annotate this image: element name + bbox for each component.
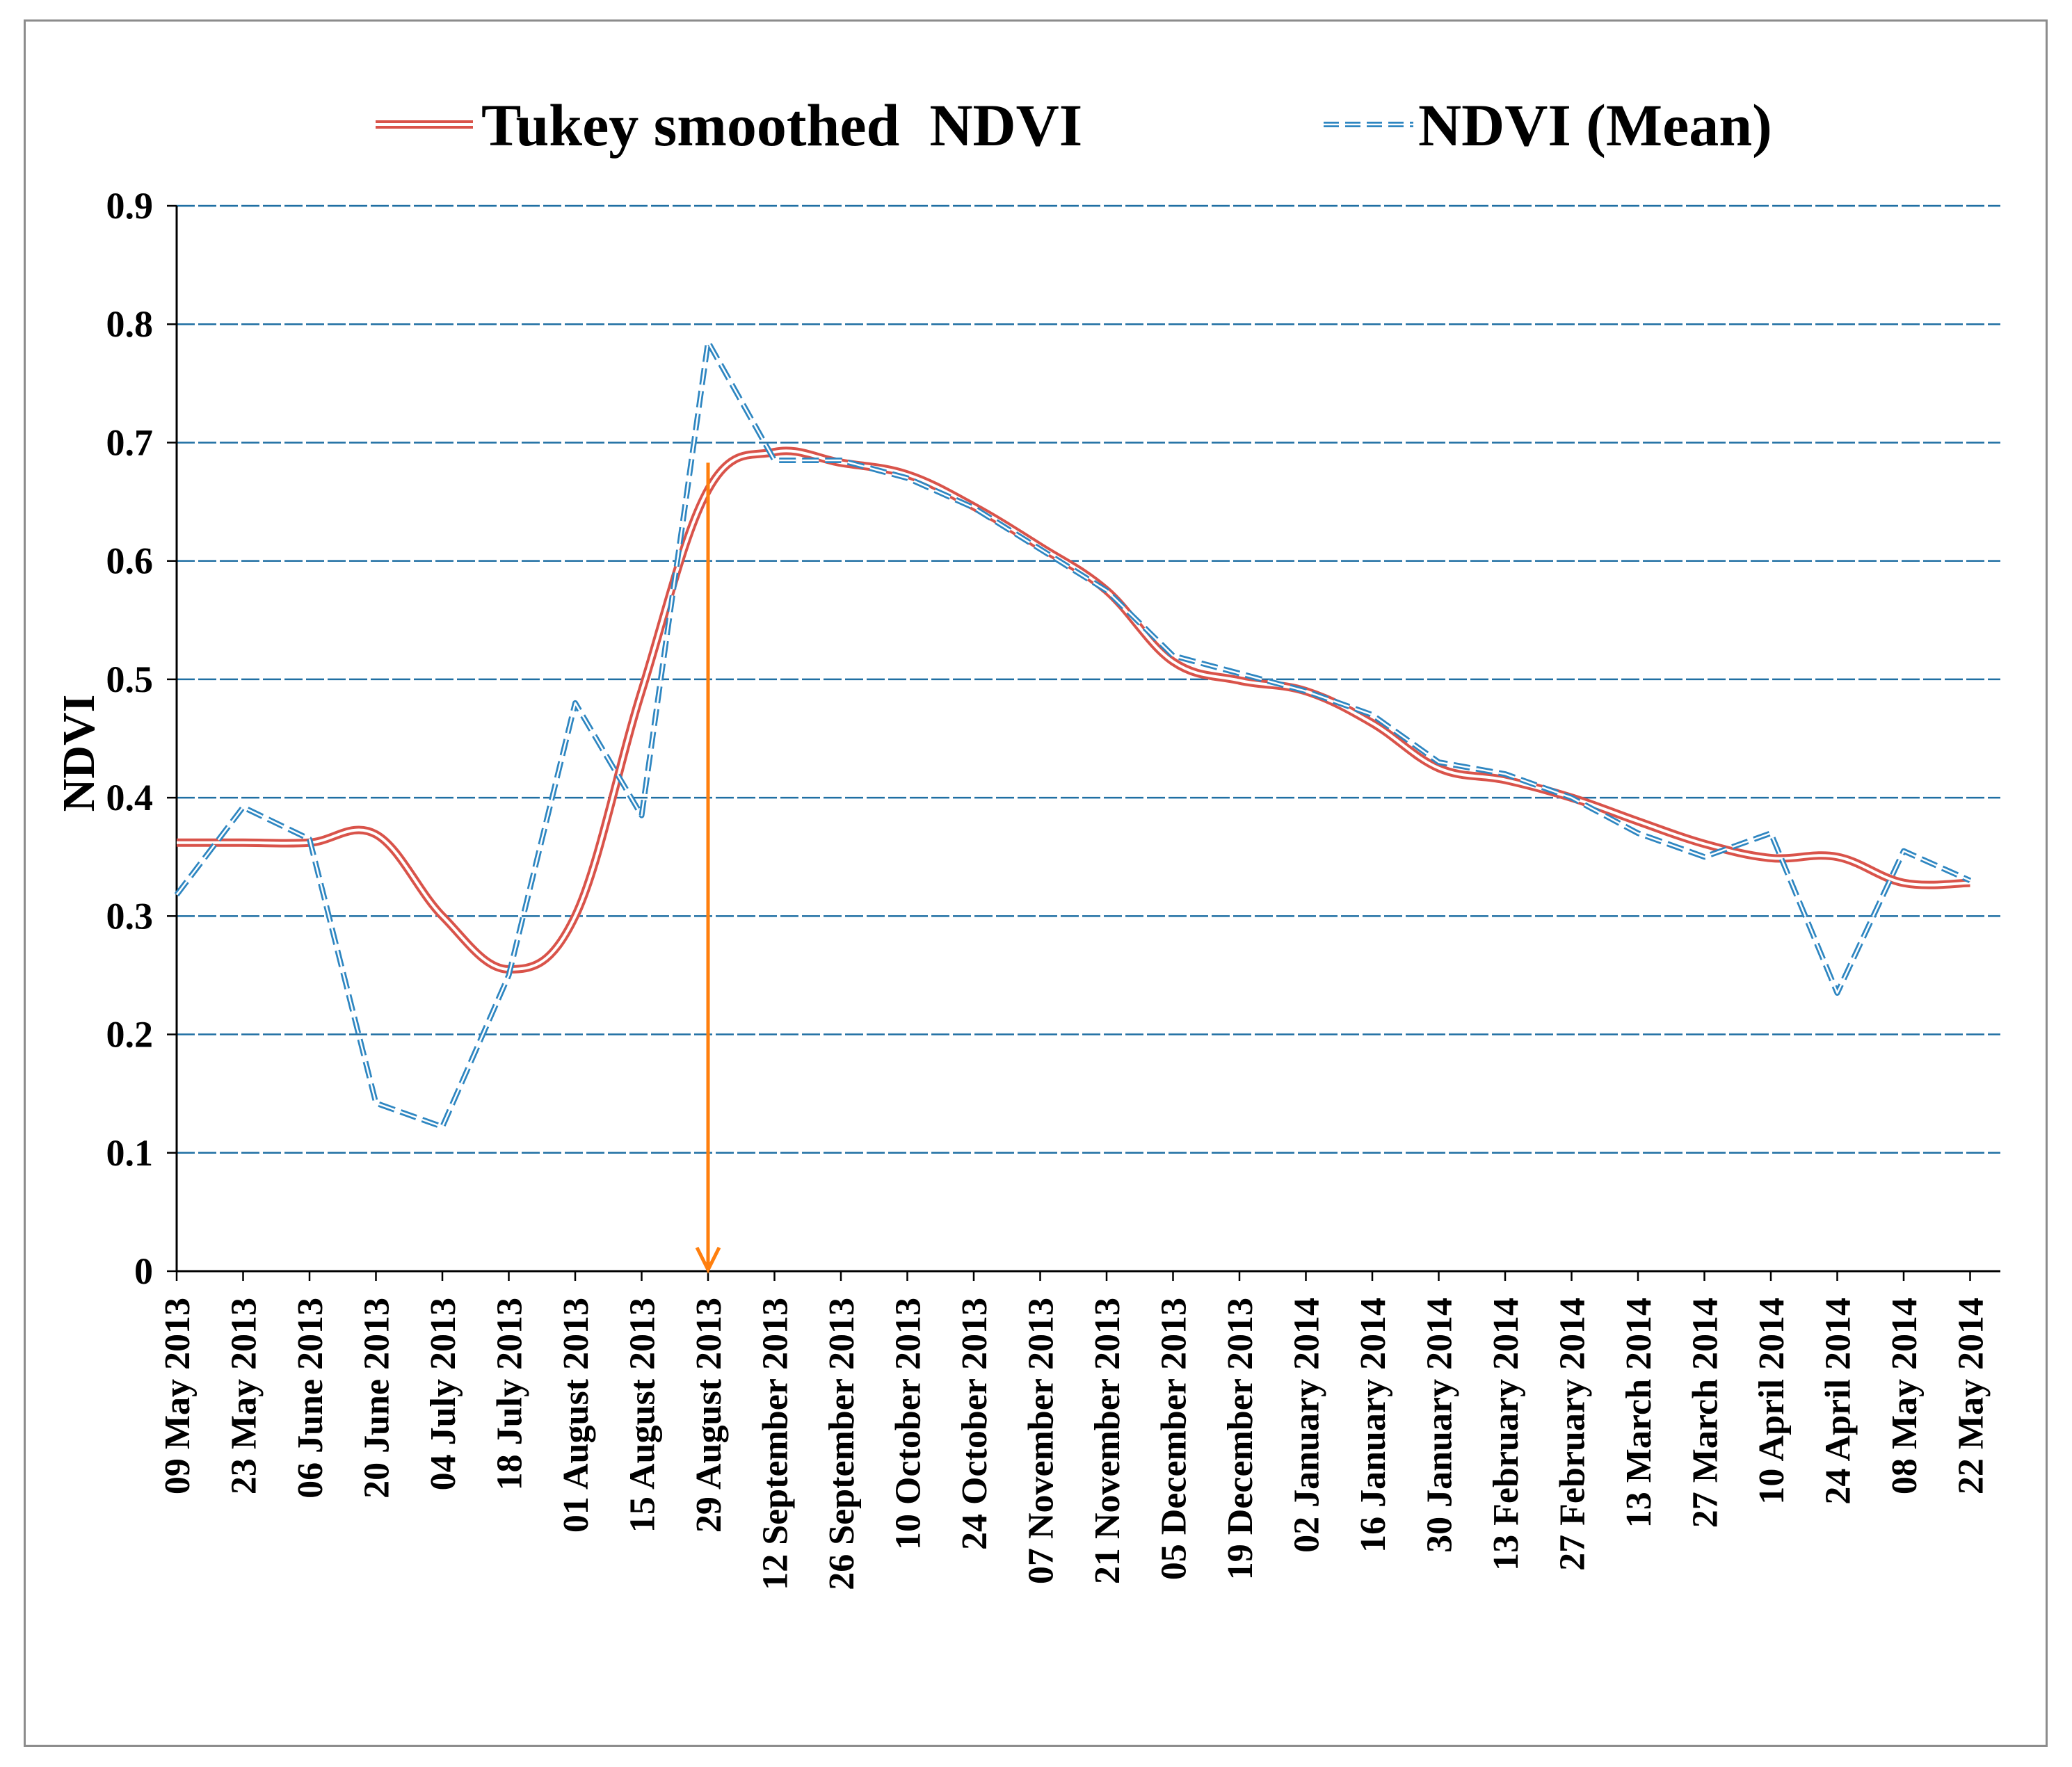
peak-arrow <box>695 462 721 1274</box>
mean-line-inner <box>176 341 1971 1128</box>
y-axis-label: NDVI <box>54 695 104 812</box>
y-tick-label-8: 0.8 <box>106 303 154 345</box>
x-tick-label-12: 24 October 2013 <box>955 1298 995 1550</box>
ndvi-line-chart: Tukey smoothed NDVI NDVI (Mean) NDVI 0 0.… <box>54 92 2000 1590</box>
x-tick-label-26: 08 May 2014 <box>1885 1298 1925 1494</box>
x-tick-label-1: 23 May 2013 <box>225 1298 264 1494</box>
x-tick-label-4: 04 July 2013 <box>424 1298 463 1490</box>
x-tick-label-8: 29 August 2013 <box>689 1298 729 1533</box>
legend-item-tukey: Tukey smoothed NDVI <box>376 92 1082 159</box>
series-ndvi-mean <box>174 339 1972 1130</box>
x-tick-label-5: 18 July 2013 <box>490 1298 530 1490</box>
x-tick-label-7: 15 August 2013 <box>623 1298 663 1533</box>
x-tick-label-11: 10 October 2013 <box>889 1298 929 1550</box>
x-tick-label-22: 13 March 2014 <box>1619 1298 1659 1528</box>
y-tick-label-7: 0.7 <box>106 421 154 463</box>
x-tick-label-0: 09 May 2013 <box>158 1298 198 1494</box>
chart-frame: Tukey smoothed NDVI NDVI (Mean) NDVI 0 0.… <box>24 19 2048 1747</box>
mean-line-outer <box>174 339 1972 1130</box>
y-tick-label-0: 0 <box>134 1250 153 1292</box>
x-tick-label-17: 02 January 2014 <box>1287 1298 1327 1553</box>
y-tick-label-9: 0.9 <box>106 185 154 227</box>
y-tick-label-6: 0.6 <box>106 540 154 582</box>
x-tick-label-24: 10 April 2014 <box>1752 1298 1792 1505</box>
legend-label-mean: NDVI (Mean) <box>1418 92 1772 159</box>
x-tick-label-3: 20 June 2013 <box>358 1298 397 1499</box>
legend: Tukey smoothed NDVI NDVI (Mean) <box>376 92 1772 159</box>
x-tick-label-14: 21 November 2013 <box>1088 1298 1127 1584</box>
x-tick-label-20: 13 February 2014 <box>1486 1298 1526 1571</box>
y-tick-label-1: 0.1 <box>106 1132 154 1174</box>
x-tick-label-21: 27 February 2014 <box>1553 1298 1593 1571</box>
legend-item-mean: NDVI (Mean) <box>1324 92 1772 159</box>
y-axis-ticks: 0 0.1 0.2 0.3 0.4 0.5 0.6 0.7 0.8 0.9 <box>106 185 177 1292</box>
series-tukey-smoothed-ndvi <box>177 446 1970 974</box>
legend-label-tukey: Tukey smoothed NDVI <box>481 92 1082 159</box>
x-tick-label-10: 26 September 2013 <box>822 1298 862 1590</box>
x-tick-label-13: 07 November 2013 <box>1022 1298 1061 1584</box>
y-tick-label-2: 0.2 <box>106 1014 154 1056</box>
y-tick-label-3: 0.3 <box>106 895 154 937</box>
x-tick-label-18: 16 January 2014 <box>1354 1298 1393 1553</box>
x-tick-label-15: 05 December 2013 <box>1155 1298 1194 1580</box>
x-tick-label-16: 19 December 2013 <box>1221 1298 1260 1580</box>
y-tick-label-5: 0.5 <box>106 659 154 700</box>
x-tick-label-2: 06 June 2013 <box>291 1298 330 1499</box>
x-tick-label-19: 30 January 2014 <box>1420 1298 1460 1553</box>
x-tick-label-25: 24 April 2014 <box>1819 1298 1858 1505</box>
x-tick-label-6: 01 August 2013 <box>556 1298 596 1533</box>
arrow-head <box>695 1246 721 1274</box>
tukey-line-outer <box>177 446 1970 974</box>
gridlines <box>177 204 2000 1154</box>
axes <box>175 206 2000 1273</box>
x-tick-label-27: 22 May 2014 <box>1952 1298 1991 1494</box>
x-tick-label-23: 27 March 2014 <box>1686 1298 1726 1528</box>
x-tick-label-9: 12 September 2013 <box>756 1298 796 1590</box>
x-axis-ticks: 09 May 2013 23 May 2013 06 June 2013 20 Jun… <box>158 1271 1991 1590</box>
tukey-line-inner <box>177 449 1970 971</box>
y-tick-label-4: 0.4 <box>106 777 154 818</box>
